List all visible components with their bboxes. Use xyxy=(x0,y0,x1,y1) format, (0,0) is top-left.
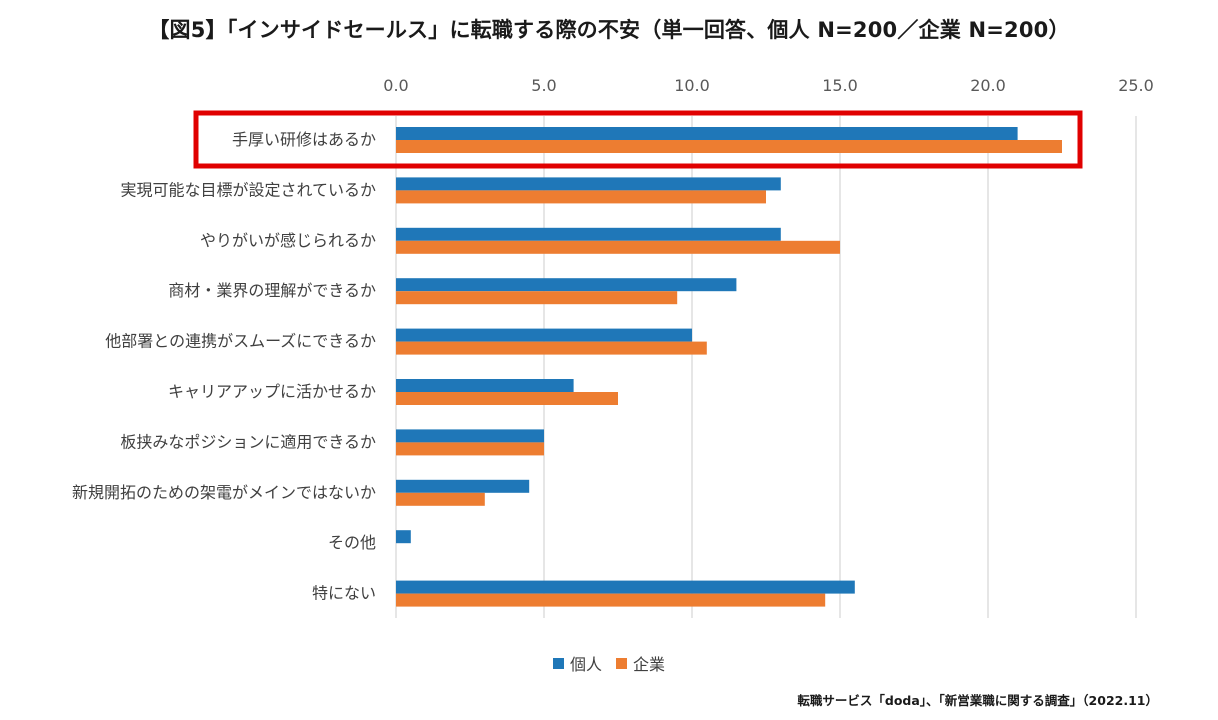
x-tick-label: 5.0 xyxy=(531,76,556,95)
legend: 個人 企業 xyxy=(0,651,1218,675)
bar-individual xyxy=(396,278,737,292)
bar-company xyxy=(396,442,544,456)
legend-item-company: 企業 xyxy=(616,651,665,675)
legend-swatch-company xyxy=(616,657,627,669)
bar-individual xyxy=(396,379,574,392)
source-note: 転職サービス「doda」、「新営業職に関する調査」（2022.11） xyxy=(797,693,1158,708)
bar-company xyxy=(396,492,485,506)
bar-company xyxy=(396,190,766,204)
bar-company xyxy=(396,593,826,607)
bar-individual xyxy=(396,580,855,594)
category-label: 他部署との連携がスムーズにできるか xyxy=(105,332,376,351)
bar-individual xyxy=(396,429,544,443)
bar-individual xyxy=(396,127,1018,140)
bar-individual xyxy=(396,530,411,544)
bar-individual xyxy=(396,328,692,342)
category-label: やりがいが感じられるか xyxy=(200,231,376,250)
chart-title: 【図5】「インサイドセールス」に転職する際の不安（単一回答、個人 N=200／企… xyxy=(148,18,1070,42)
category-label: 新規開拓のための架電がメインではないか xyxy=(72,483,376,502)
category-label: その他 xyxy=(328,533,376,552)
bar-company xyxy=(396,392,618,405)
x-tick-label: 10.0 xyxy=(674,76,710,95)
highlight-box xyxy=(193,110,1083,169)
category-label: 商材・業界の理解ができるか xyxy=(168,281,376,300)
bar-individual xyxy=(396,479,530,493)
legend-swatch-individual xyxy=(552,657,564,669)
x-tick-label: 20.0 xyxy=(970,76,1006,95)
bar-individual xyxy=(396,227,781,241)
x-tick-label: 15.0 xyxy=(822,76,858,95)
bar-company xyxy=(396,140,1062,153)
bar-company xyxy=(396,341,707,355)
bar-individual xyxy=(396,177,781,191)
category-label: 手厚い研修はあるか xyxy=(232,130,376,149)
bar-company xyxy=(396,240,840,254)
category-label: 板挟みなポジションに適用できるか xyxy=(120,432,376,451)
category-label: 実現可能な目標が設定されているか xyxy=(120,180,376,199)
category-label: キャリアアップに活かせるか xyxy=(168,382,376,401)
category-label: 特にない xyxy=(312,584,376,603)
x-tick-label: 0.0 xyxy=(383,76,408,95)
x-tick-label: 25.0 xyxy=(1118,76,1154,95)
legend-label-individual: 個人 xyxy=(569,655,602,674)
bar-company xyxy=(396,291,678,305)
legend-label-company: 企業 xyxy=(633,655,666,674)
legend-item-individual: 個人 xyxy=(552,651,602,675)
bar-chart: 0.0 5.0 10.0 15.0 20.0 25.0 手厚い研修はあるか実現可能な目標が設… xyxy=(72,76,1154,618)
